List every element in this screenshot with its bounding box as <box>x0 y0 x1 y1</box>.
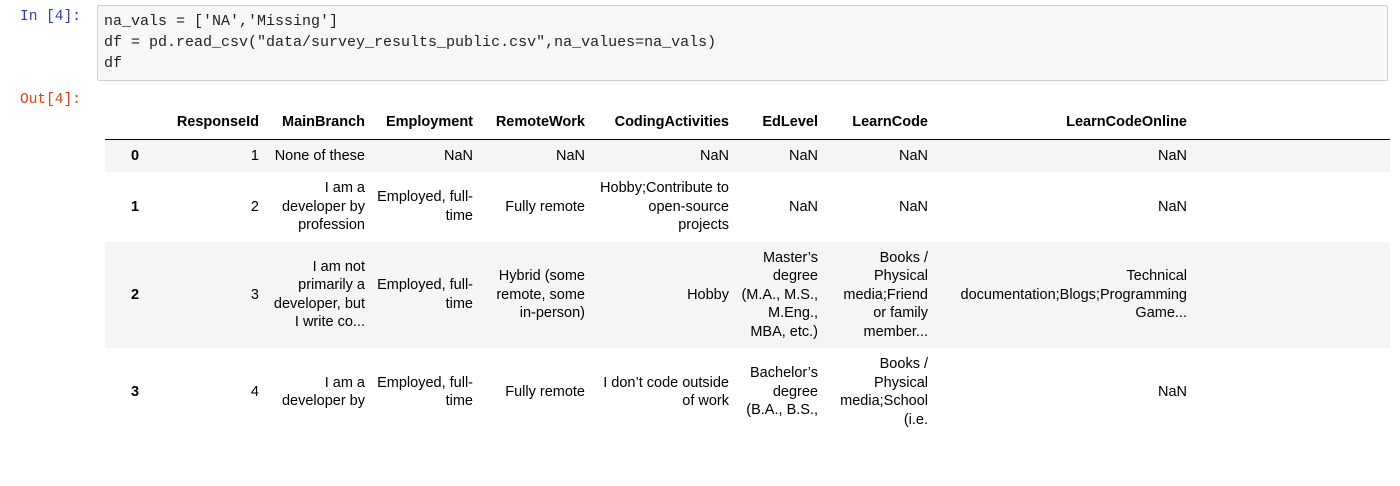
table-cell: NaN <box>898 198 928 215</box>
row-index: 0 <box>105 139 165 172</box>
table-row: 0 1 None of these NaN NaN NaN NaN NaN NaN <box>105 139 1390 172</box>
table-cell: Fully remote <box>505 198 585 215</box>
table-row: 1 2 I am a developer by profession Employed… <box>105 172 1390 242</box>
table-cell: Employed, full-time <box>377 189 473 224</box>
table-cell: 4 <box>250 383 259 400</box>
row-index: 3 <box>130 383 140 400</box>
table-cell: I don’t code outside of work <box>603 374 729 410</box>
table-cell: 3 <box>165 241 265 348</box>
table-cell: Hybrid (some remote, some in-person) <box>479 241 591 348</box>
table-cell: Fully remote <box>505 383 585 400</box>
column-header: LearnCodeOnline <box>934 104 1193 140</box>
table-cell: Master’s degree (M.A., M.S., M.Eng., MBA… <box>735 241 824 348</box>
code-line: df <box>104 55 123 72</box>
table-cell: NaN <box>1157 383 1187 400</box>
table-cell: None of these <box>265 139 371 172</box>
code-line: df = pd.read_csv("data/survey_results_pu… <box>104 34 717 51</box>
column-header: ResponseId <box>165 104 265 140</box>
column-header: LearnCodeCou <box>1193 104 1390 140</box>
table-cell: Hobby <box>591 241 735 348</box>
table-cell <box>1193 241 1390 348</box>
table-cell: Employed, full-time <box>377 374 473 410</box>
table-cell: NaN <box>824 139 934 172</box>
table-cell: NaN <box>1157 198 1187 215</box>
table-cell: NaN <box>591 139 735 172</box>
table-cell <box>1193 172 1390 242</box>
input-prompt: In [4]: <box>20 9 81 25</box>
header-row: ResponseId MainBranch Employment RemoteWork… <box>105 104 1390 140</box>
column-header: CodingActivities <box>591 104 735 140</box>
table-cell: Bachelor’s degree (B.A., B.S., <box>746 365 818 419</box>
column-header: EdLevel <box>735 104 824 140</box>
table-cell: Employed, full-time <box>371 241 479 348</box>
table-cell: NaN <box>371 139 479 172</box>
table-cell: Books / Physical media;Friend or family … <box>824 241 934 348</box>
table-row: 3 4 I am a developer by Employed, full-time… <box>105 348 1390 436</box>
table-cell: 2 <box>250 198 259 215</box>
output-prompt: Out[4]: <box>20 92 81 108</box>
row-index: 2 <box>105 241 165 348</box>
column-header: Employment <box>371 104 479 140</box>
output-area: ResponseId MainBranch Employment RemoteWork… <box>105 104 1390 436</box>
code-line: na_vals = ['NA','Missing'] <box>104 13 339 30</box>
table-cell: Technical documentation;Blogs;Programmin… <box>934 241 1193 348</box>
table-cell: NaN <box>934 139 1193 172</box>
row-index: 1 <box>130 198 140 215</box>
table-cell: NaN <box>479 139 591 172</box>
column-header: LearnCode <box>824 104 934 140</box>
table-cell: NaN <box>735 139 824 172</box>
column-header: RemoteWork <box>479 104 591 140</box>
table-cell: NaN <box>788 198 818 215</box>
table-cell <box>1193 139 1390 172</box>
table-cell: I am not primarily a developer, but I wr… <box>265 241 371 348</box>
table-cell: I am a developer by <box>281 374 365 410</box>
table-cell: 1 <box>165 139 265 172</box>
table-cell <box>1193 348 1390 436</box>
dataframe: ResponseId MainBranch Employment RemoteWork… <box>105 104 1390 436</box>
table-cell: I am a developer by profession <box>281 180 365 233</box>
table-cell: Hobby;Contribute to open-source projects <box>600 180 729 233</box>
column-header: MainBranch <box>265 104 371 140</box>
table-cell: Books / Physical media;School (i.e. <box>840 356 928 428</box>
code-cell[interactable]: na_vals = ['NA','Missing'] df = pd.read_c… <box>97 5 1388 81</box>
column-header <box>105 104 165 140</box>
